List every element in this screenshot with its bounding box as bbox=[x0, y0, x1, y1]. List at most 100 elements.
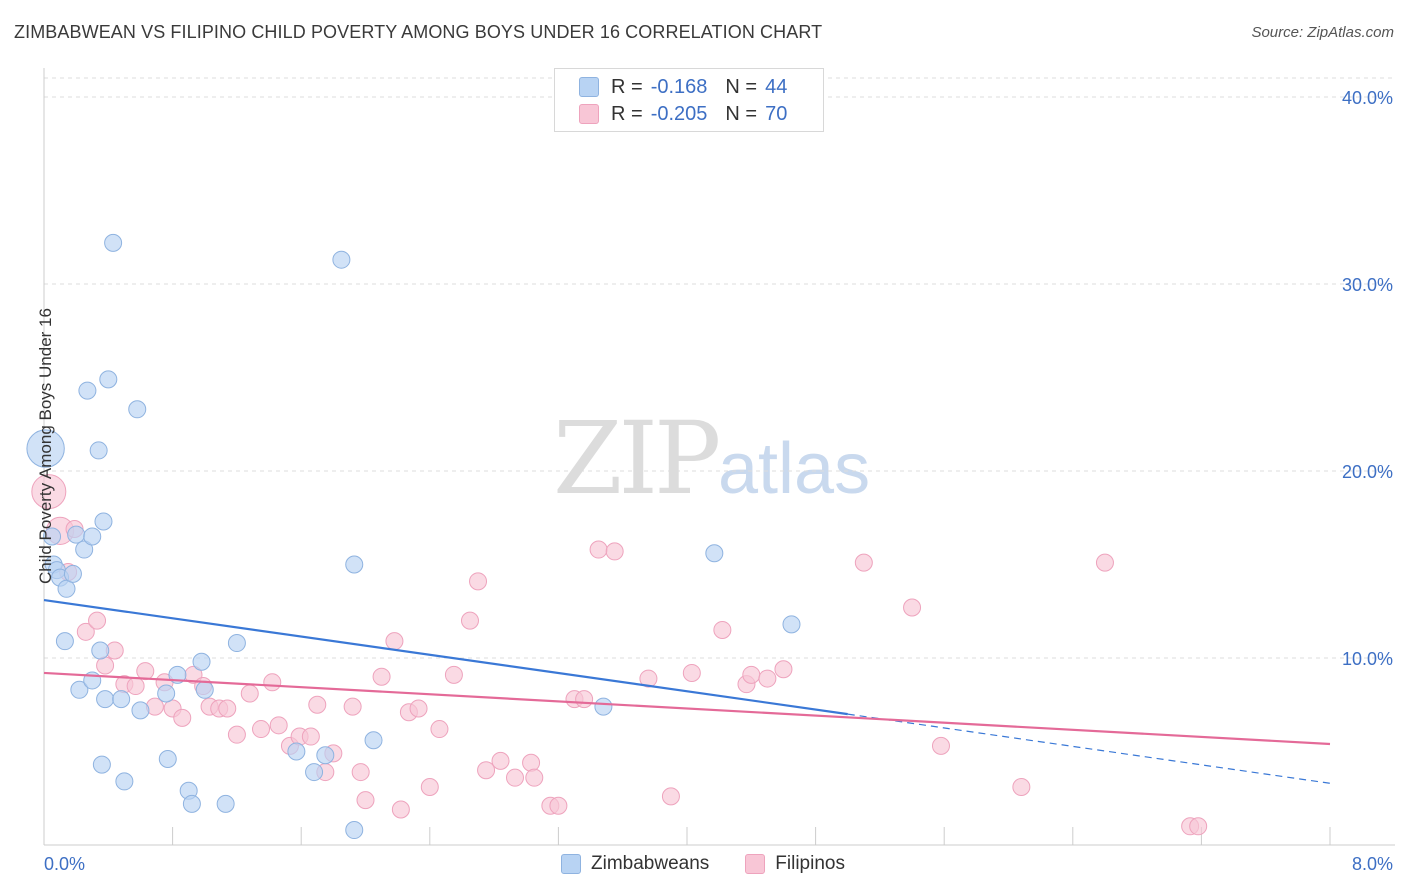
legend-label: Zimbabweans bbox=[591, 853, 710, 874]
r-value: -0.168 bbox=[650, 75, 708, 98]
filipino-point bbox=[351, 763, 370, 782]
watermark-zip: ZIP bbox=[553, 400, 721, 517]
zimbabwean-point bbox=[91, 641, 110, 660]
x-tick-label: 0.0% bbox=[44, 854, 85, 874]
zimbabwean-point bbox=[345, 555, 364, 574]
filipino-point bbox=[575, 690, 594, 709]
r-label: R = bbox=[611, 102, 643, 125]
filipino-point bbox=[522, 753, 541, 772]
zimbabwean-point bbox=[63, 564, 82, 583]
zimbabwean-point bbox=[705, 544, 724, 563]
filipino-point bbox=[88, 611, 107, 630]
filipino-point bbox=[240, 684, 259, 703]
filipino-point bbox=[263, 673, 282, 692]
zimbabwean-point bbox=[157, 684, 176, 703]
y-tick-label: 40.0% bbox=[1342, 88, 1393, 108]
zimbabwean-trend-extension bbox=[847, 713, 1331, 784]
zimbabwean-point bbox=[115, 772, 134, 791]
legend-row-filipinos: R = -0.205 N = 70 bbox=[579, 101, 805, 127]
zimbabwean-point bbox=[78, 381, 97, 400]
filipino-point bbox=[227, 725, 246, 744]
zimbabwean-point bbox=[131, 701, 150, 720]
zimbabwean-point bbox=[364, 731, 383, 750]
y-tick-label: 20.0% bbox=[1342, 462, 1393, 482]
filipino-point bbox=[713, 620, 732, 639]
zimbabwean-point bbox=[316, 746, 335, 765]
zimbabwean-point bbox=[287, 742, 306, 761]
y-tick-label: 30.0% bbox=[1342, 275, 1393, 295]
filipino-point bbox=[460, 611, 479, 630]
filipino-point bbox=[252, 720, 271, 739]
filipino-point bbox=[639, 669, 658, 688]
filipino-point bbox=[758, 669, 777, 688]
filipino-point bbox=[1095, 553, 1114, 572]
chart-title: ZIMBABWEAN VS FILIPINO CHILD POVERTY AMO… bbox=[14, 22, 823, 42]
zimbabwean-point bbox=[67, 525, 86, 544]
filipino-point bbox=[505, 768, 524, 787]
zimbabwean-point bbox=[192, 652, 211, 671]
filipino-point bbox=[372, 667, 391, 686]
filipino-point bbox=[356, 791, 375, 810]
filipino-point bbox=[491, 751, 510, 770]
zimbabwean-point bbox=[26, 429, 65, 468]
legend-row-zimbabweans: R = -0.168 N = 44 bbox=[579, 74, 805, 100]
legend-item-filipinos[interactable]: Filipinos bbox=[745, 853, 845, 875]
filipino-point bbox=[218, 699, 237, 718]
filipino-point bbox=[343, 697, 362, 716]
legend-swatch-blue bbox=[561, 854, 581, 874]
filipino-point bbox=[76, 622, 95, 641]
filipino-point bbox=[931, 736, 950, 755]
zimbabwean-point bbox=[75, 540, 94, 559]
legend-label: Filipinos bbox=[775, 853, 845, 874]
filipino-point bbox=[173, 708, 192, 727]
y-tick-label: 10.0% bbox=[1342, 649, 1393, 669]
zimbabwean-point bbox=[158, 749, 177, 768]
zimbabwean-trend-line bbox=[43, 598, 848, 716]
watermark-atlas: atlas bbox=[718, 429, 871, 509]
zimbabwean-point bbox=[345, 821, 364, 840]
filipino-point bbox=[31, 474, 67, 510]
zimbabwean-point bbox=[89, 441, 108, 460]
filipino-trend-line bbox=[43, 671, 1331, 746]
zimbabwean-point bbox=[43, 527, 62, 546]
n-label: N = bbox=[725, 75, 758, 98]
zimbabwean-point bbox=[99, 370, 118, 389]
filipino-point bbox=[1189, 817, 1208, 836]
zimbabwean-point bbox=[594, 697, 613, 716]
zimbabwean-point bbox=[57, 579, 76, 598]
filipino-point bbox=[136, 662, 155, 681]
filipino-point bbox=[589, 540, 608, 559]
filipino-point bbox=[126, 677, 145, 696]
filipino-point bbox=[854, 553, 873, 572]
filipino-point bbox=[469, 572, 488, 591]
zimbabwean-point bbox=[83, 527, 102, 546]
zimbabwean-point bbox=[104, 233, 123, 252]
filipino-point bbox=[385, 632, 404, 651]
series-legend: Zimbabweans Filipinos bbox=[0, 851, 1406, 877]
legend-swatch-blue bbox=[579, 77, 599, 97]
filipino-point bbox=[661, 787, 680, 806]
filipino-point bbox=[477, 761, 496, 780]
r-label: R = bbox=[611, 75, 643, 98]
source-label: Source: ZipAtlas.com bbox=[1251, 24, 1394, 41]
zimbabwean-point bbox=[92, 755, 111, 774]
filipino-point bbox=[430, 720, 449, 739]
zimbabwean-point bbox=[195, 680, 214, 699]
r-value: -0.205 bbox=[650, 102, 708, 125]
zimbabwean-point bbox=[96, 690, 115, 709]
correlation-legend: R = -0.168 N = 44 R = -0.205 N = 70 bbox=[554, 68, 824, 132]
n-value: 44 bbox=[765, 75, 788, 98]
legend-item-zimbabweans[interactable]: Zimbabweans bbox=[561, 853, 709, 875]
filipino-point bbox=[96, 656, 115, 675]
zimbabwean-point bbox=[332, 250, 351, 269]
filipino-point bbox=[525, 768, 544, 787]
zimbabwean-point bbox=[305, 763, 324, 782]
filipino-point bbox=[444, 665, 463, 684]
zimbabwean-point bbox=[216, 794, 235, 813]
filipino-point bbox=[605, 542, 624, 561]
y-axis-label: Child Poverty Among Boys Under 16 bbox=[36, 308, 55, 584]
legend-swatch-pink bbox=[745, 854, 766, 874]
filipino-point bbox=[742, 665, 761, 684]
filipino-point bbox=[774, 660, 793, 679]
